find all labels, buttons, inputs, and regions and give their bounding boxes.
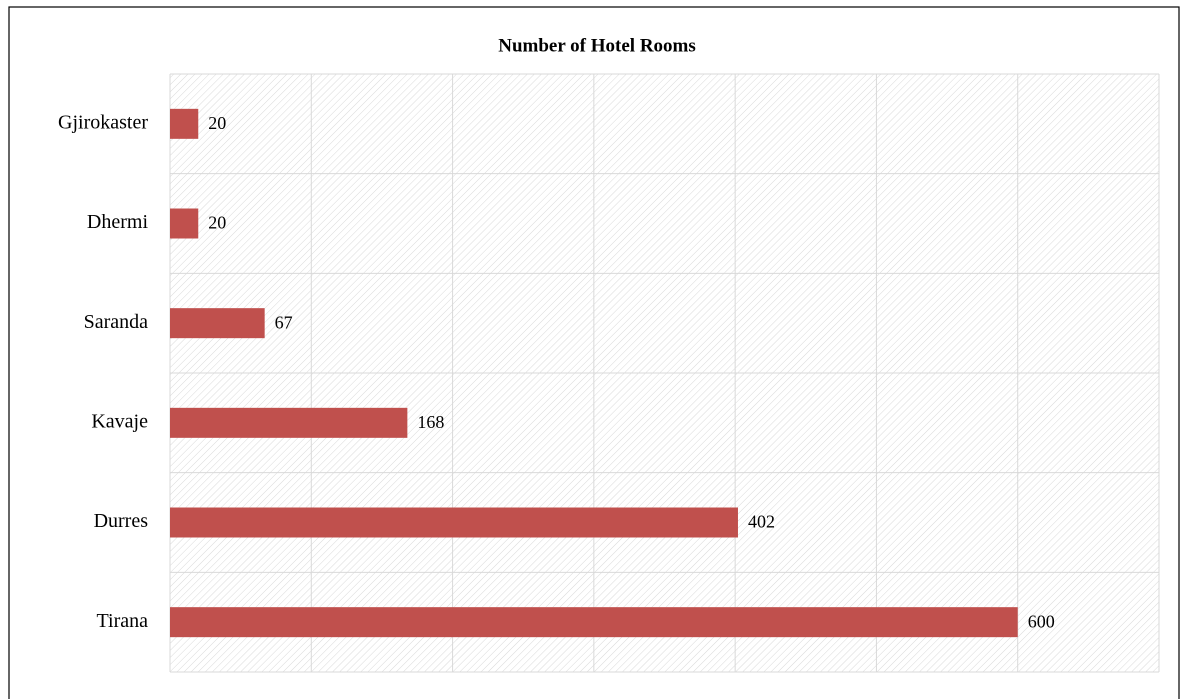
bar: [170, 208, 199, 239]
data-label: 20: [208, 113, 226, 133]
y-tick-label: Saranda: [84, 311, 149, 333]
y-tick-label: Dhermi: [87, 211, 149, 233]
bar: [170, 407, 408, 438]
y-tick-label: Kavaje: [91, 410, 148, 432]
bar: [170, 507, 738, 538]
data-label: 402: [748, 512, 775, 532]
y-tick-label: Durres: [94, 510, 149, 532]
data-label: 600: [1028, 611, 1055, 631]
data-label: 168: [417, 412, 444, 432]
chart-title: Number of Hotel Rooms: [498, 35, 696, 56]
data-label: 67: [275, 312, 293, 332]
bar: [170, 108, 199, 139]
y-tick-label: Tirana: [97, 610, 149, 632]
y-tick-label: Gjirokaster: [58, 111, 148, 133]
bar: [170, 607, 1018, 638]
bar: [170, 308, 265, 339]
data-label: 20: [208, 213, 226, 233]
